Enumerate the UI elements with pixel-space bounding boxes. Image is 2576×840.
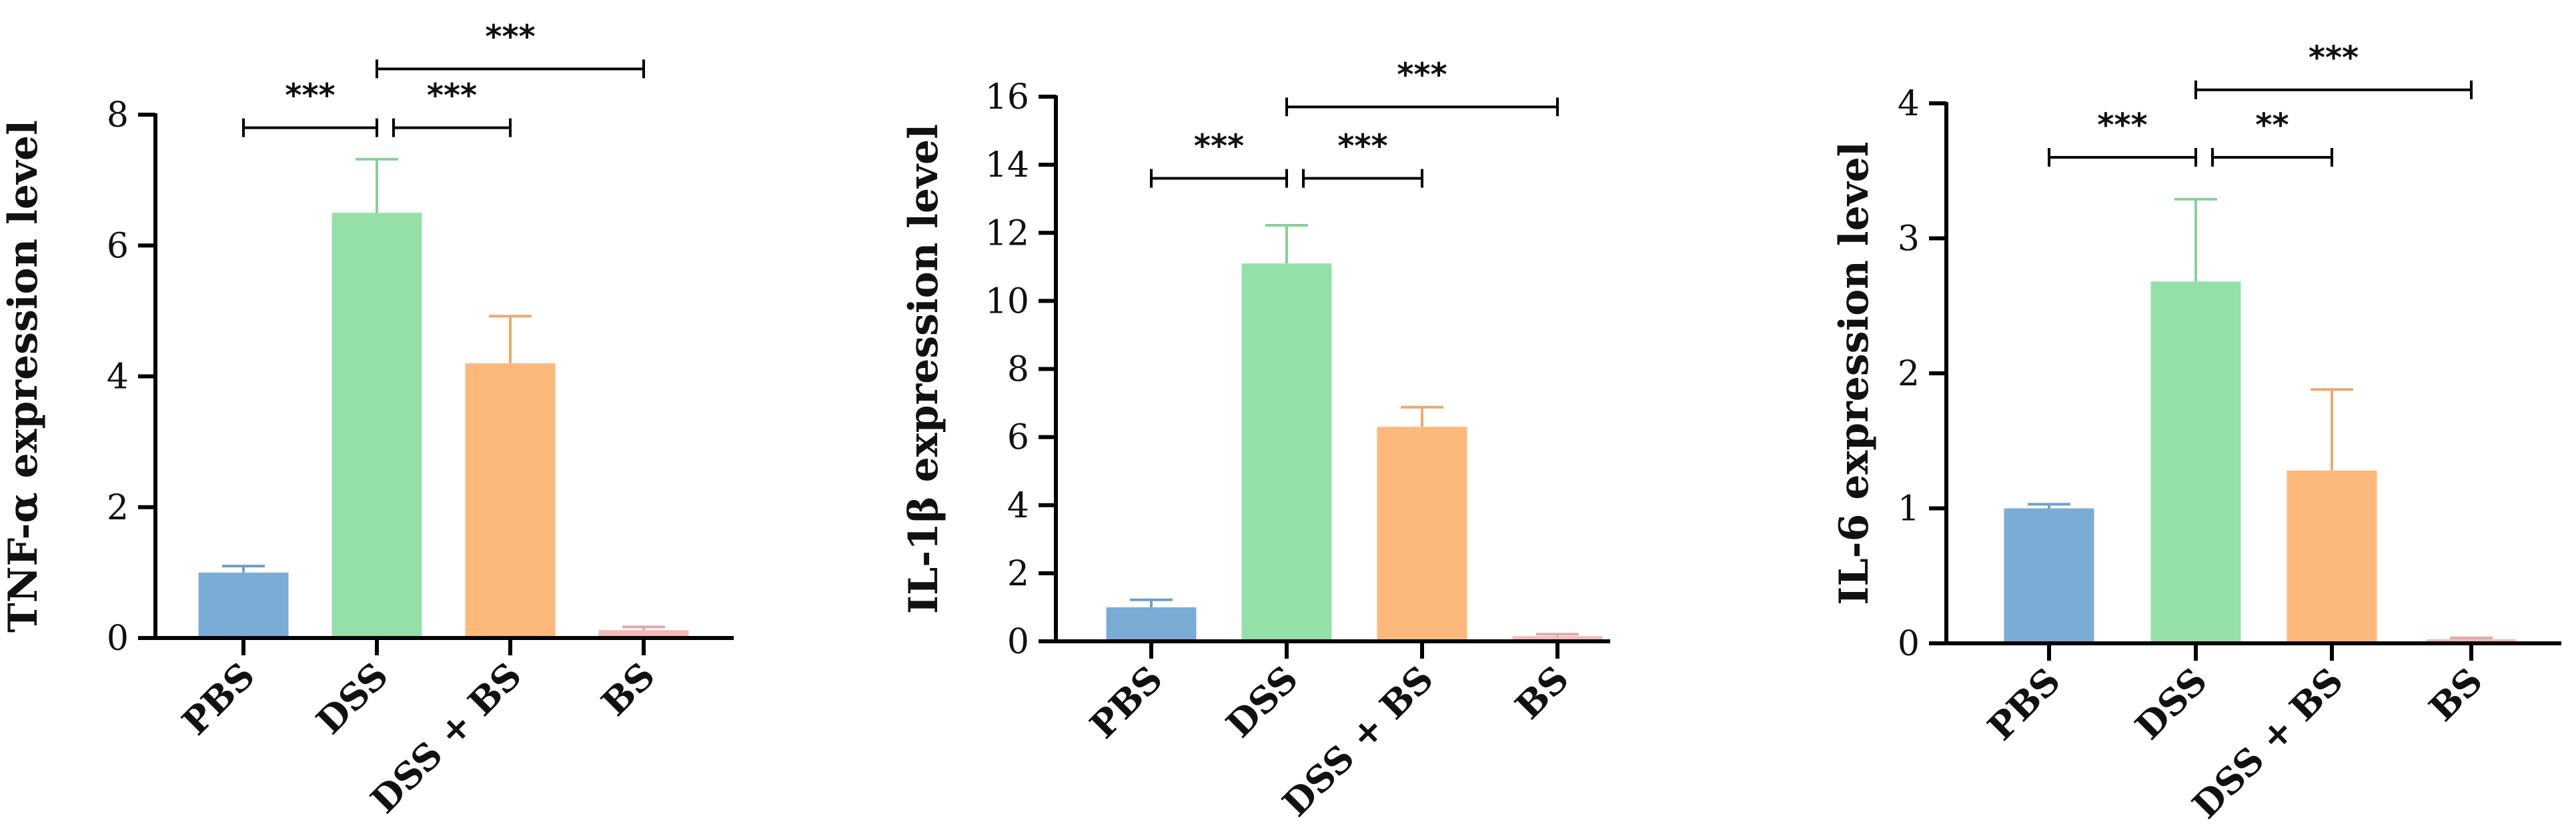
x-tick-label: DSS bbox=[308, 654, 397, 743]
significance-bracket: *** bbox=[1150, 128, 1288, 188]
significance-label: *** bbox=[485, 18, 535, 55]
significance-label: *** bbox=[1194, 128, 1244, 165]
bar-bs bbox=[1512, 636, 1603, 641]
bar-pbs bbox=[198, 572, 289, 638]
x-tick-label: BS bbox=[593, 654, 663, 724]
significance-label: ** bbox=[2255, 107, 2289, 144]
x-tick-label: PBS bbox=[1979, 659, 2068, 749]
bar-dss bbox=[2150, 281, 2241, 643]
bar-pbs bbox=[1106, 607, 1197, 641]
bar-dss-bs bbox=[465, 363, 556, 638]
y-tick-label: 1 bbox=[1898, 489, 1920, 529]
x-tick-label: DSS bbox=[2127, 659, 2216, 748]
y-tick-label: 10 bbox=[985, 281, 1029, 321]
significance-label: *** bbox=[285, 77, 335, 115]
y-tick-label: 0 bbox=[107, 619, 129, 659]
y-tick-label: 4 bbox=[107, 357, 129, 397]
y-axis-label: TNF-α expression level bbox=[0, 120, 47, 633]
significance-bracket: *** bbox=[376, 18, 645, 79]
y-tick-label: 12 bbox=[985, 213, 1029, 253]
significance-label: *** bbox=[427, 77, 477, 115]
y-tick-label: 2 bbox=[107, 488, 129, 528]
significance-bracket: *** bbox=[242, 77, 378, 137]
significance-bracket: *** bbox=[2048, 107, 2197, 167]
significance-label: *** bbox=[1337, 128, 1387, 165]
bar-bs bbox=[598, 630, 689, 638]
y-tick-label: 4 bbox=[1007, 486, 1029, 526]
y-axis-label: IL-1β expression level bbox=[900, 124, 947, 614]
bar-bs bbox=[2426, 639, 2517, 643]
significance-bracket: *** bbox=[1302, 128, 1423, 188]
x-tick-label: DSS bbox=[1218, 657, 1307, 746]
y-tick-label: 2 bbox=[1898, 354, 1920, 394]
y-tick-label: 16 bbox=[985, 77, 1029, 117]
x-tick-label: BS bbox=[1507, 657, 1577, 727]
y-tick-label: 14 bbox=[985, 145, 1029, 185]
significance-label: *** bbox=[2309, 39, 2359, 77]
y-tick-label: 8 bbox=[107, 95, 129, 135]
y-tick-label: 6 bbox=[1007, 418, 1029, 458]
y-tick-label: 0 bbox=[1898, 624, 1920, 664]
bar-dss bbox=[1241, 263, 1332, 641]
bar-dss-bs bbox=[2287, 470, 2377, 643]
y-axis-label: IL-6 expression level bbox=[1831, 141, 1878, 605]
bar-pbs bbox=[2004, 508, 2094, 643]
significance-bracket: ** bbox=[2211, 107, 2333, 167]
bar-dss bbox=[332, 213, 422, 638]
y-tick-label: 0 bbox=[1007, 622, 1029, 662]
y-tick-label: 2 bbox=[1007, 554, 1029, 594]
significance-label: *** bbox=[1397, 56, 1447, 93]
x-tick-label: PBS bbox=[173, 654, 263, 743]
y-tick-label: 6 bbox=[107, 226, 129, 266]
significance-label: *** bbox=[2097, 107, 2147, 144]
bar-dss-bs bbox=[1377, 427, 1467, 641]
significance-bracket: *** bbox=[392, 77, 512, 137]
x-tick-label: PBS bbox=[1081, 657, 1171, 747]
y-tick-label: 4 bbox=[1898, 84, 1920, 124]
significance-bracket: *** bbox=[2194, 39, 2473, 99]
significance-bracket: *** bbox=[1285, 56, 1559, 117]
x-tick-label: BS bbox=[2421, 659, 2491, 729]
y-tick-label: 8 bbox=[1007, 350, 1029, 390]
y-tick-label: 3 bbox=[1898, 219, 1920, 259]
